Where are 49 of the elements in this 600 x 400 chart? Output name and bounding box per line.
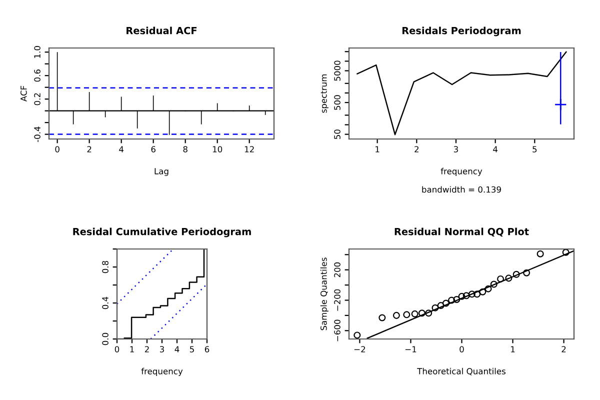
y-tick-label: 0.8 [102,260,108,274]
x-tick-label: 0 [460,346,464,352]
y-tick-label: 500 [334,95,340,110]
x-tick-label: 1 [511,346,515,352]
x-tick-label: 0 [114,346,120,352]
x-tick-label: 3 [454,146,458,152]
y-tick-label: 50 [334,130,340,139]
x-tick-label: 2 [87,146,92,152]
x-axis-title: Theoretical Quantiles [417,368,506,376]
x-axis-title: frequency [141,368,183,376]
x-tick-label: 4 [119,146,124,152]
y-tick-label: 0.6 [34,69,40,82]
chart-title: Residual Normal QQ Plot [394,228,529,237]
x-tick-label: 10 [212,146,222,152]
y-tick-label: 200 [334,262,340,278]
x-tick-label: 12 [244,146,254,152]
x-axis-title: Lag [154,168,168,176]
x-tick-label: 2 [144,346,149,352]
y-tick-label: 5000 [334,60,340,81]
y-tick-label: 0.4 [102,296,108,310]
x-tick-label: 4 [493,146,498,152]
text: bandwidth = 0.139 [422,186,501,193]
x-tick-label: 2 [414,146,418,152]
y-tick-label: 0.2 [34,93,40,106]
x-axis-title: frequency [440,168,482,176]
y-tick-label: −200 [334,289,340,311]
y-axis-title: spectrum [320,74,328,113]
x-tick-label: 2 [562,346,566,352]
x-tick-label: 1 [130,346,134,352]
chart-title: Residal Cumulative Periodogram [73,228,251,238]
y-tick-label: 1.0 [34,46,40,58]
y-tick-label: −600 [334,320,340,342]
x-tick-label: 8 [183,146,188,152]
y-axis-title: Sample Quantiles [320,258,328,330]
x-tick-label: 3 [160,346,164,352]
x-tick-label: 6 [151,146,156,152]
y-axis-title: ACF [20,86,27,102]
x-tick-label: −2 [354,346,366,352]
y-tick-label: 0.0 [102,332,108,346]
x-tick-label: 4 [174,346,180,352]
x-tick-label: 5 [190,346,194,352]
x-tick-label: 0 [55,146,60,152]
x-tick-label: 5 [532,146,537,152]
chart-title: Residual ACF [126,26,197,34]
x-tick-label: −1 [405,346,416,352]
chart-title: Residals Periodogram [402,26,521,36]
y-tick-label: -0.4 [34,126,40,142]
x-tick-label: 1 [376,146,380,152]
x-tick-label: 6 [204,346,210,352]
